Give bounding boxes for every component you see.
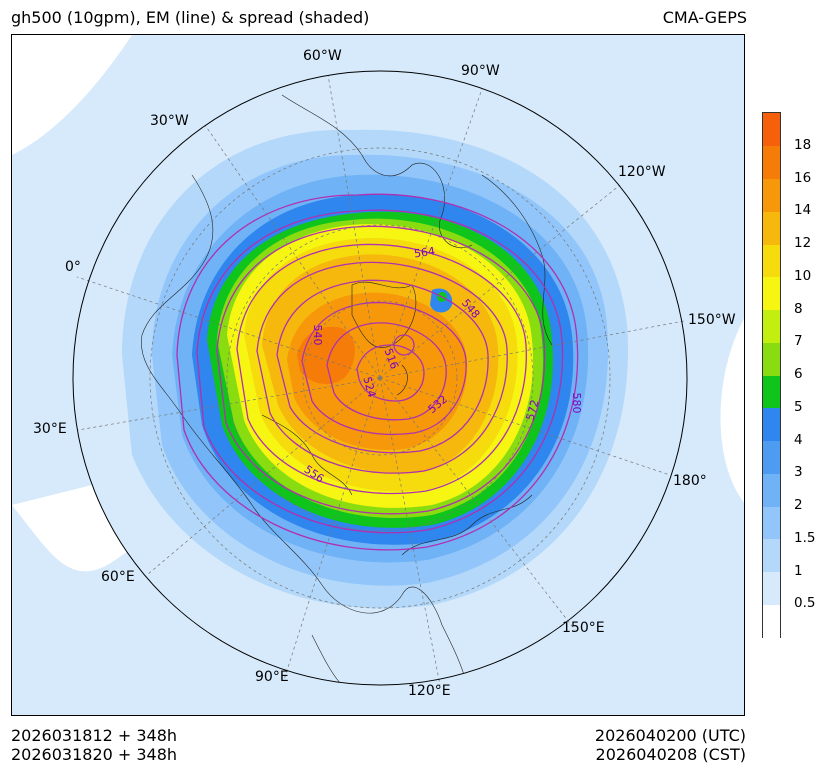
- lon-label-150w: 150°W: [688, 312, 736, 328]
- map-boundary: [72, 70, 688, 686]
- lon-label-60e: 60°E: [101, 569, 135, 585]
- colorbar-segment: [763, 244, 780, 278]
- valid-time-cst: 2026040208 (CST): [595, 745, 746, 764]
- colorbar-tick: 1.5: [794, 529, 816, 546]
- colorbar-tick: 1: [794, 562, 803, 579]
- spread-low-area: [12, 35, 132, 155]
- colorbar-segment: [763, 440, 780, 474]
- init-time-cst: 2026031820 + 348h: [11, 745, 178, 764]
- lon-label-30w: 30°W: [150, 113, 189, 129]
- figure-title: gh500 (10gpm), EM (line) & spread (shade…: [11, 8, 370, 27]
- colorbar-segment: [763, 113, 780, 147]
- colorbar-segment: [763, 375, 780, 409]
- graticule: [76, 74, 685, 686]
- colorbar-tick: 3: [794, 464, 803, 481]
- colorbar-tick: 12: [794, 235, 812, 251]
- model-name: CMA-GEPS: [662, 8, 747, 27]
- colorbar-segment: [763, 571, 780, 605]
- lon-label-120e: 120°E: [408, 683, 451, 699]
- colorbar-tick: 2: [794, 497, 803, 513]
- lon-label-60w: 60°W: [303, 48, 342, 64]
- contour-label: 524: [360, 375, 378, 399]
- colorbar-segment: [763, 309, 780, 343]
- contour-label: 540: [311, 325, 324, 346]
- colorbar-segment: [763, 506, 780, 540]
- colorbar-tick: 18: [794, 136, 812, 153]
- colorbar-segment: [763, 538, 780, 572]
- colorbar-tick: 8: [794, 300, 803, 317]
- colorbar-segment: [763, 276, 780, 310]
- colorbar-segment: [763, 604, 780, 638]
- spread-low-area: [720, 318, 744, 503]
- colorbar-segment: [763, 145, 780, 179]
- polar-map: 564 548 540 516 524 532 572 580 556: [12, 35, 744, 715]
- map-frame: 564 548 540 516 524 532 572 580 556: [11, 34, 745, 716]
- contour-label: 580: [570, 393, 583, 414]
- init-time-utc: 2026031812 + 348h: [11, 726, 178, 745]
- lon-label-90e: 90°E: [255, 669, 289, 685]
- em-contours: [176, 193, 579, 551]
- colorbar-tick: 6: [794, 366, 803, 382]
- colorbar-segment: [763, 407, 780, 441]
- colorbar-tick: 10: [794, 267, 812, 284]
- colorbar-segment: [763, 342, 780, 376]
- contour-label-group: 564 548 540 516 524 532 572 580 556: [302, 245, 583, 486]
- colorbar-segment: [763, 178, 780, 212]
- lon-label-0: 0°: [65, 259, 81, 275]
- colorbar-tick: 0.5: [794, 595, 816, 612]
- lon-label-90w: 90°W: [461, 63, 500, 79]
- lon-label-180: 180°: [673, 473, 707, 489]
- lon-label-120w: 120°W: [618, 164, 666, 180]
- colorbar-segment: [763, 473, 780, 507]
- lon-label-30e: 30°E: [33, 421, 67, 437]
- colorbar-tick: 16: [794, 169, 812, 186]
- colorbar-tick: 14: [794, 202, 812, 219]
- colorbar-segment: [763, 211, 780, 245]
- colorbar: [762, 112, 781, 638]
- colorbar-tick: 5: [794, 398, 803, 415]
- contour-label: 564: [413, 245, 436, 261]
- contour-label: 572: [524, 398, 542, 422]
- colorbar-tick: 7: [794, 333, 803, 350]
- lon-label-150e: 150°E: [562, 620, 605, 636]
- colorbar-tick: 4: [794, 431, 803, 448]
- valid-time-utc: 2026040200 (UTC): [594, 726, 746, 745]
- coastlines: [141, 94, 553, 685]
